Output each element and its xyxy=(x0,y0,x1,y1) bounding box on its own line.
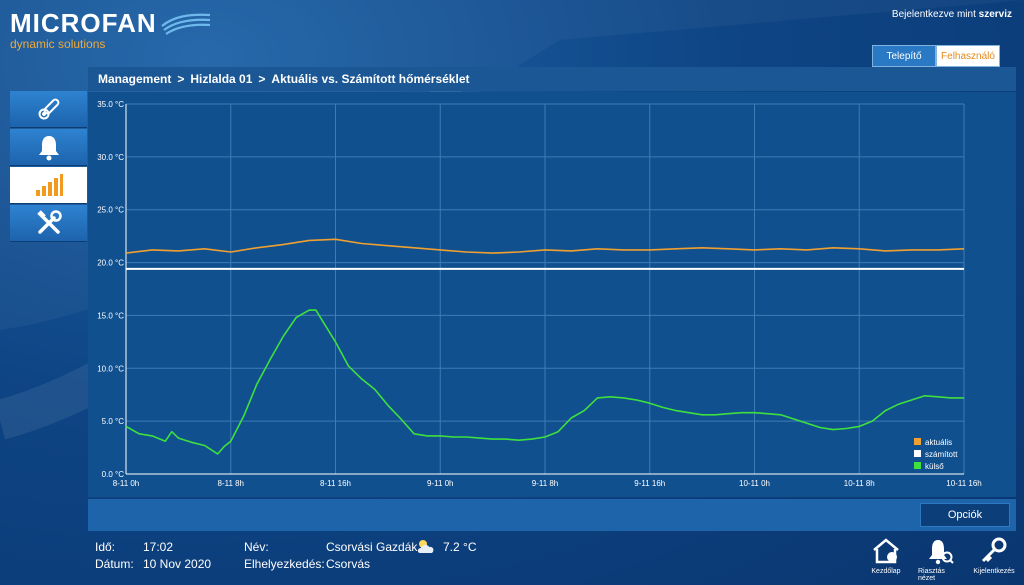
breadcrumb-management[interactable]: Management xyxy=(98,72,172,86)
name-value: Csorvási Gazdák xyxy=(326,540,418,554)
nav-settings[interactable] xyxy=(10,205,87,242)
logout-label: Kijelentkezés xyxy=(973,568,1015,575)
x-tick-label: 10-11 16h xyxy=(946,479,981,488)
x-tick-label: 9-11 16h xyxy=(634,479,665,488)
tools-icon xyxy=(36,210,62,234)
series-line-1 xyxy=(125,238,965,254)
x-tick-label: 8-11 0h xyxy=(113,479,140,488)
options-button[interactable]: Opciók xyxy=(920,503,1010,527)
legend-swatch xyxy=(914,450,921,457)
login-info: Bejelentkezve mint szerviz xyxy=(892,9,1012,20)
thermometer-icon xyxy=(38,98,59,120)
chart-bottom-bar: Opciók xyxy=(88,499,1016,531)
legend-label: külső xyxy=(925,462,944,471)
logo-wings-icon xyxy=(161,13,211,35)
legend-label: aktuális xyxy=(925,438,952,447)
y-tick-label: 5.0 °C xyxy=(102,417,125,426)
x-tick-label: 8-11 8h xyxy=(217,479,244,488)
time-label: Idő: xyxy=(95,540,116,554)
logo-text: MICROFAN xyxy=(10,8,157,38)
nav-charts[interactable] xyxy=(10,167,87,204)
x-tick-label: 9-11 0h xyxy=(427,479,454,488)
login-prefix: Bejelentkezve mint xyxy=(891,9,976,20)
x-tick-label: 9-11 8h xyxy=(532,479,559,488)
breadcrumb-separator: > xyxy=(258,72,266,86)
breadcrumb-separator: > xyxy=(177,72,185,86)
y-tick-label: 25.0 °C xyxy=(97,206,124,215)
footer-actions: Kezdőlap Riasztás nézet Kijelentkezés xyxy=(864,536,1016,582)
bar-chart-icon xyxy=(35,174,63,196)
y-tick-label: 20.0 °C xyxy=(97,259,124,268)
logout-button[interactable]: Kijelentkezés xyxy=(972,536,1016,582)
legend-swatch xyxy=(914,438,921,445)
location-value: Csorvás xyxy=(326,557,371,571)
tab-telepito[interactable]: Telepítő xyxy=(872,45,936,67)
x-tick-label: 10-11 8h xyxy=(844,479,875,488)
y-tick-label: 30.0 °C xyxy=(97,153,124,162)
breadcrumb-current: Aktuális vs. Számított hőmérséklet xyxy=(271,72,470,86)
home-alarm-icon xyxy=(873,538,899,564)
legend-label: számított xyxy=(925,450,958,459)
outside-temperature: 7.2 °C xyxy=(443,540,477,554)
partly-cloudy-icon xyxy=(417,540,434,553)
date-value: 10 Nov 2020 xyxy=(143,557,212,571)
logo-subtitle: dynamic solutions xyxy=(10,37,106,51)
x-tick-label: 10-11 0h xyxy=(739,479,770,488)
home-label: Kezdőlap xyxy=(871,568,901,575)
date-label: Dátum: xyxy=(95,557,134,571)
logo: MICROFAN dynamic solutions xyxy=(10,8,211,51)
time-value: 17:02 xyxy=(143,540,174,554)
series-line-3 xyxy=(125,309,964,455)
x-tick-label: 8-11 16h xyxy=(320,479,351,488)
side-nav xyxy=(10,91,87,243)
temperature-chart: 0.0 °C 5.0 °C 10.0 °C 15.0 °C 20.0 °C 25.0 °C… xyxy=(97,100,982,488)
alarm-view-label: Riasztás nézet xyxy=(918,568,945,582)
location-label: Elhelyezkedés: xyxy=(244,557,325,571)
alarm-view-button[interactable]: Riasztás nézet xyxy=(918,536,962,582)
chart-panel: 0.0 °C 5.0 °C 10.0 °C 15.0 °C 20.0 °C 25.0 °C… xyxy=(88,92,1016,497)
y-tick-label: 15.0 °C xyxy=(97,311,124,320)
y-tick-label: 35.0 °C xyxy=(97,100,124,109)
login-user: szerviz xyxy=(978,9,1012,20)
nav-alarms[interactable] xyxy=(10,129,87,166)
home-button[interactable]: Kezdőlap xyxy=(864,536,908,582)
role-tabs: Telepítő Felhasználó xyxy=(872,45,1000,67)
tab-felhasznalo[interactable]: Felhasználó xyxy=(936,45,1000,67)
bell-icon xyxy=(38,136,59,161)
name-label: Név: xyxy=(244,540,269,554)
key-icon xyxy=(981,537,1007,563)
breadcrumb-hizlalda[interactable]: Hizlalda 01 xyxy=(190,72,253,86)
legend-swatch xyxy=(914,462,921,469)
breadcrumb: Management > Hizlalda 01 > Aktuális vs. … xyxy=(88,67,1016,91)
y-tick-label: 0.0 °C xyxy=(102,470,125,479)
y-tick-label: 10.0 °C xyxy=(97,364,124,373)
alarm-bell-icon xyxy=(929,540,954,565)
nav-temperature[interactable] xyxy=(10,91,87,128)
